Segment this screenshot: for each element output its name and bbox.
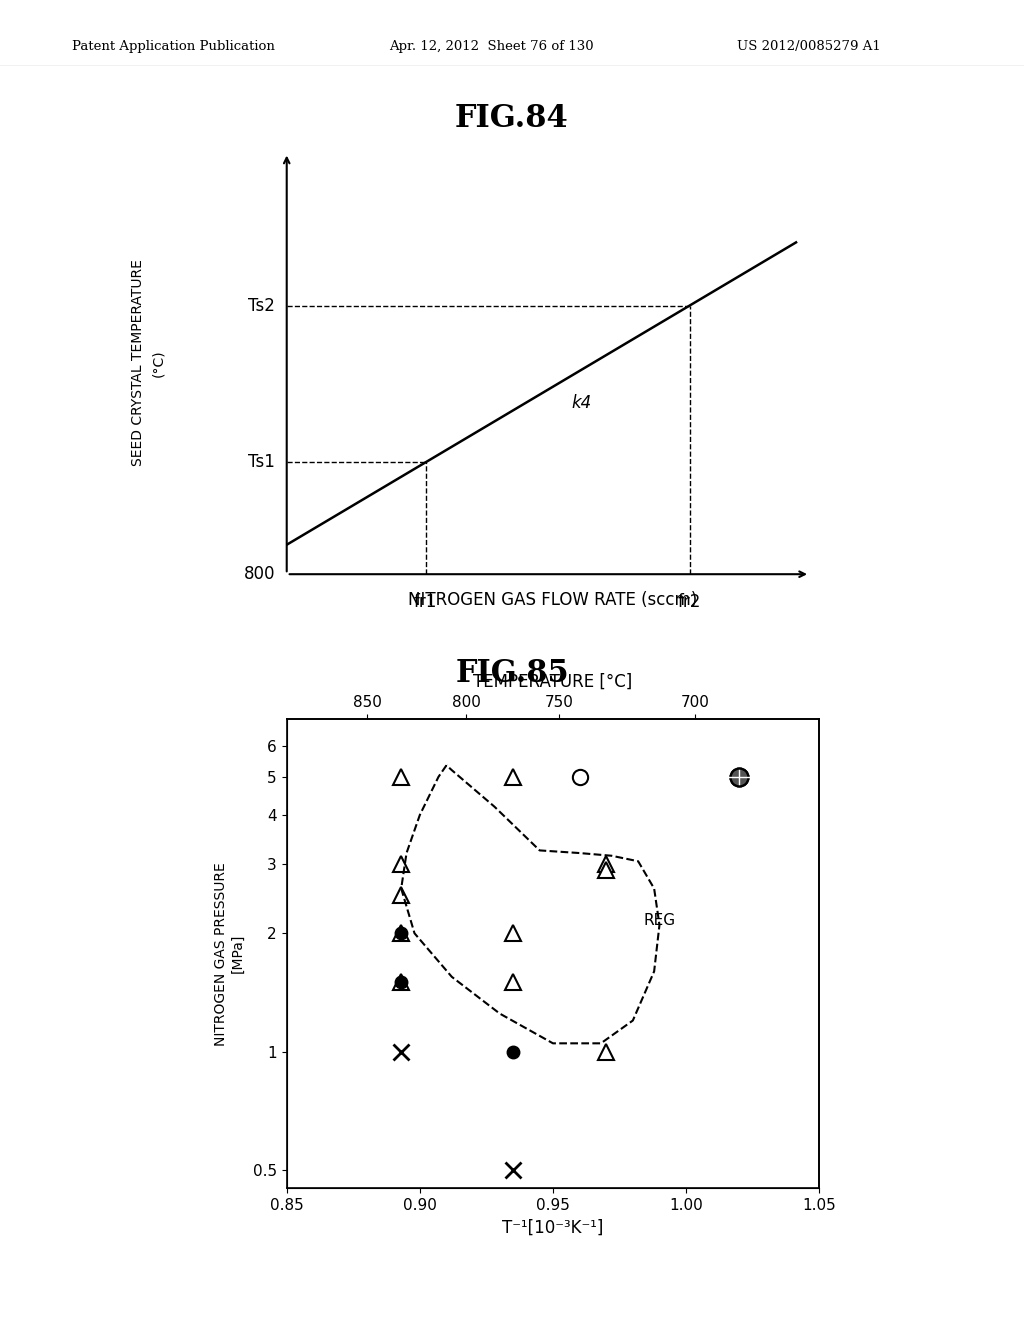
Text: Ts1: Ts1 (248, 453, 275, 471)
X-axis label: NITROGEN GAS FLOW RATE (sccm): NITROGEN GAS FLOW RATE (sccm) (409, 591, 697, 609)
Text: FIG.85: FIG.85 (456, 657, 568, 689)
Text: (°C): (°C) (152, 350, 166, 376)
Text: k4: k4 (571, 395, 592, 412)
Text: Patent Application Publication: Patent Application Publication (72, 40, 274, 53)
Text: SEED CRYSTAL TEMPERATURE: SEED CRYSTAL TEMPERATURE (131, 260, 145, 466)
Text: FIG.84: FIG.84 (455, 103, 569, 135)
Text: US 2012/0085279 A1: US 2012/0085279 A1 (737, 40, 881, 53)
X-axis label: T⁻¹[10⁻³K⁻¹]: T⁻¹[10⁻³K⁻¹] (503, 1218, 603, 1237)
X-axis label: TEMPERATURE [°C]: TEMPERATURE [°C] (473, 672, 633, 690)
Text: fr1: fr1 (414, 593, 437, 611)
Y-axis label: NITROGEN GAS PRESSURE
[MPa]: NITROGEN GAS PRESSURE [MPa] (214, 862, 245, 1045)
Text: 800: 800 (244, 565, 275, 583)
Text: REG: REG (643, 913, 676, 928)
Text: Apr. 12, 2012  Sheet 76 of 130: Apr. 12, 2012 Sheet 76 of 130 (389, 40, 594, 53)
Text: fr2: fr2 (678, 593, 701, 611)
Text: Ts2: Ts2 (248, 297, 275, 314)
